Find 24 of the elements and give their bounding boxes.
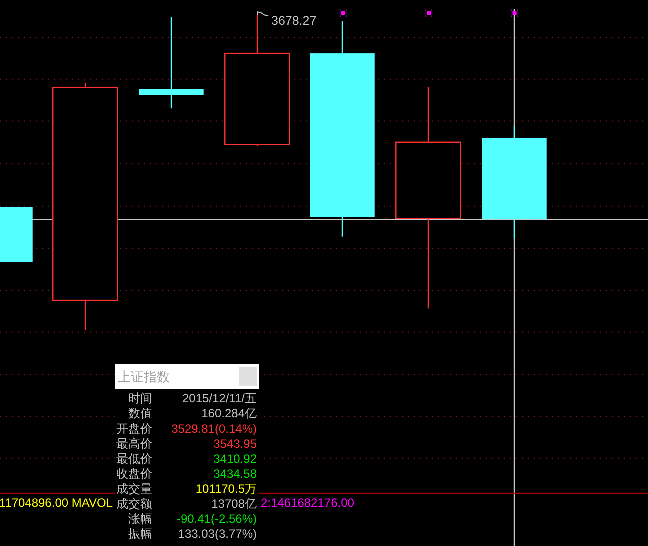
text: 最高价 [116, 436, 152, 451]
text: 3529.81(0.14%) [172, 422, 257, 436]
text: 数值 [128, 406, 152, 421]
text: 收盘价 [116, 466, 152, 481]
text: 11704896.00 MAVOL [0, 496, 114, 510]
text: 3410.92 [214, 452, 258, 466]
text: 160.284亿 [202, 406, 257, 421]
text: 最低价 [116, 452, 152, 466]
text: 2:1461682176.00 [261, 496, 355, 510]
text: 2015/12/11/五 [182, 392, 257, 406]
text: 101170.5万 [196, 482, 257, 496]
text: 振幅 [128, 527, 152, 542]
text: 开盘价 [116, 422, 152, 436]
text: 成交额 [116, 496, 152, 511]
text: 3434.58 [214, 466, 258, 481]
text: 时间 [128, 392, 152, 406]
text: 133.03(3.77%) [178, 527, 257, 542]
text: 3543.95 [214, 436, 258, 451]
text: -90.41(-2.56%) [176, 512, 257, 526]
annotation: 3678.27 [272, 14, 317, 28]
text: 涨幅 [128, 512, 152, 526]
text: 成交量 [116, 482, 152, 496]
text: 13708亿 [212, 496, 257, 511]
text: 上证指数 [118, 370, 170, 384]
